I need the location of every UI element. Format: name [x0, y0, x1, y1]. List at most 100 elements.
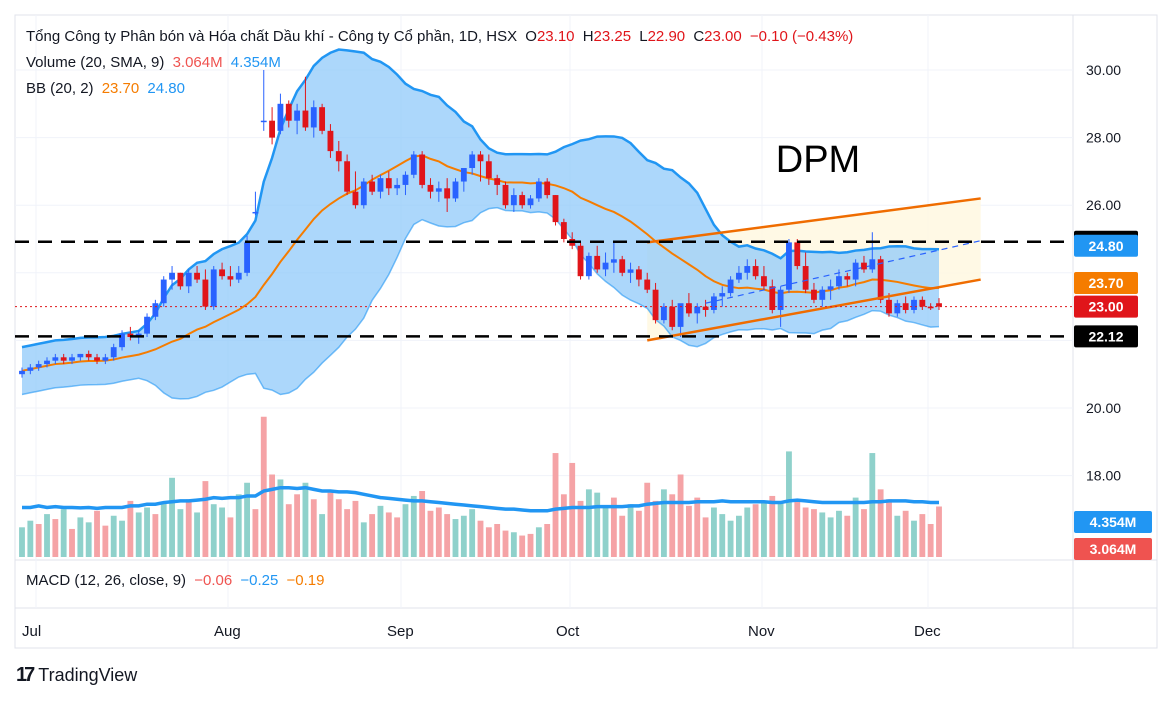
- volume-bar: [919, 514, 926, 557]
- volume-bar: [469, 509, 476, 557]
- price-tag-label: 23.70: [1088, 275, 1123, 291]
- candle-body: [685, 303, 692, 314]
- candle-body: [619, 259, 626, 273]
- volume-bar: [302, 482, 309, 557]
- volume-bar: [752, 504, 759, 557]
- ohlc-h: H23.25: [582, 28, 632, 45]
- volume-bar: [602, 507, 609, 557]
- volume-bar: [535, 527, 542, 557]
- tradingview-logo-icon: 17: [16, 664, 35, 686]
- candle-body: [60, 357, 67, 361]
- candle-body: [85, 353, 92, 358]
- candle-body: [310, 107, 317, 128]
- price-tick-label: 30.00: [1086, 62, 1121, 78]
- bb-legend[interactable]: BB (20, 2) 23.70 24.80: [26, 80, 189, 97]
- chart-frame: [14, 14, 1158, 649]
- volume-bar: [19, 527, 25, 557]
- volume-bar: [35, 524, 42, 557]
- candle-body: [244, 242, 250, 273]
- volume-bar: [102, 525, 109, 557]
- candle-body: [385, 178, 392, 189]
- candle-body: [761, 276, 767, 287]
- candle-body: [477, 154, 484, 162]
- volume-bar: [519, 535, 526, 557]
- price-change: −0.10 (−0.43%): [749, 28, 854, 45]
- macd-legend[interactable]: MACD (12, 26, close, 9) −0.06 −0.25 −0.1…: [26, 572, 328, 589]
- volume-bar: [44, 514, 50, 557]
- volume-bar: [619, 515, 626, 557]
- candle-body: [552, 195, 559, 223]
- price-tag: [1074, 325, 1138, 348]
- volume-bar: [94, 510, 100, 557]
- candle-body: [285, 103, 292, 121]
- volume-bar: [460, 515, 467, 557]
- candle-body: [702, 306, 709, 310]
- volume-bar: [202, 481, 209, 557]
- volume-bar: [811, 509, 817, 557]
- volume-value: 3.064M: [172, 54, 223, 71]
- candle-body: [727, 279, 734, 294]
- time-tick-label: Jul: [22, 623, 41, 640]
- volume-bar: [185, 499, 192, 557]
- candle-body: [252, 211, 259, 214]
- candle-body: [319, 107, 326, 131]
- candle-body: [852, 262, 859, 280]
- volume-label: Volume (20, SMA, 9): [26, 54, 165, 71]
- volume-bar: [610, 497, 617, 557]
- candle-body: [235, 272, 242, 280]
- candle-body: [335, 151, 342, 162]
- volume-bar: [510, 532, 517, 557]
- time-axis[interactable]: Jul Aug Sep Oct Nov Dec: [22, 623, 941, 640]
- candle-body: [819, 289, 826, 300]
- candle-body: [894, 303, 901, 314]
- volume-bar: [352, 500, 359, 557]
- volume-bar: [802, 507, 809, 557]
- price-tag: [1074, 295, 1138, 318]
- bb-upper-value: 24.80: [147, 80, 185, 97]
- volume-bar: [694, 497, 701, 557]
- volume-bar: [219, 507, 225, 557]
- volume-bar: [210, 504, 217, 557]
- candle-body: [444, 188, 451, 199]
- volume-bar: [60, 509, 67, 557]
- price-tick-label: 18.00: [1086, 468, 1121, 484]
- price-axis[interactable]: 30.0028.0026.0020.0018.0024.9224.8023.70…: [1074, 62, 1152, 560]
- candle-body: [602, 262, 609, 270]
- price-channel: [647, 197, 981, 342]
- candle-body: [402, 174, 409, 185]
- volume-bar: [911, 520, 917, 557]
- candle-body: [369, 181, 376, 192]
- volume-bar: [702, 517, 709, 557]
- volume-tag-label: 4.354M: [1090, 514, 1137, 530]
- candle-body: [185, 272, 192, 287]
- candle-body: [544, 181, 551, 196]
- channel-upper-line: [647, 197, 981, 244]
- volume-bar: [444, 514, 451, 557]
- candle-body: [219, 269, 225, 277]
- candle-body: [177, 272, 184, 287]
- volume-bar: [819, 512, 826, 557]
- candle-body: [869, 259, 876, 270]
- volume-bar: [285, 504, 292, 557]
- candle-body: [627, 269, 634, 273]
- volume-bar: [861, 509, 867, 557]
- candle-body: [35, 364, 42, 368]
- candle-body: [52, 357, 59, 361]
- tradingview-logo[interactable]: 17 TradingView: [16, 664, 137, 687]
- candle-body: [769, 286, 776, 310]
- candle-body: [110, 347, 117, 358]
- candle-body: [736, 272, 742, 280]
- volume-bar: [644, 482, 651, 557]
- candle-body: [861, 262, 867, 270]
- volume-bar: [927, 524, 934, 557]
- volume-bar: [394, 517, 401, 557]
- volume-legend[interactable]: Volume (20, SMA, 9) 3.064M 4.354M: [26, 54, 285, 71]
- time-tick-label: Aug: [214, 623, 241, 640]
- candle-body: [269, 120, 276, 138]
- time-tick-label: Nov: [748, 623, 775, 640]
- candle-body: [886, 299, 892, 314]
- volume-bar: [244, 482, 250, 557]
- volume-bar: [260, 416, 267, 557]
- candle-body: [260, 120, 267, 123]
